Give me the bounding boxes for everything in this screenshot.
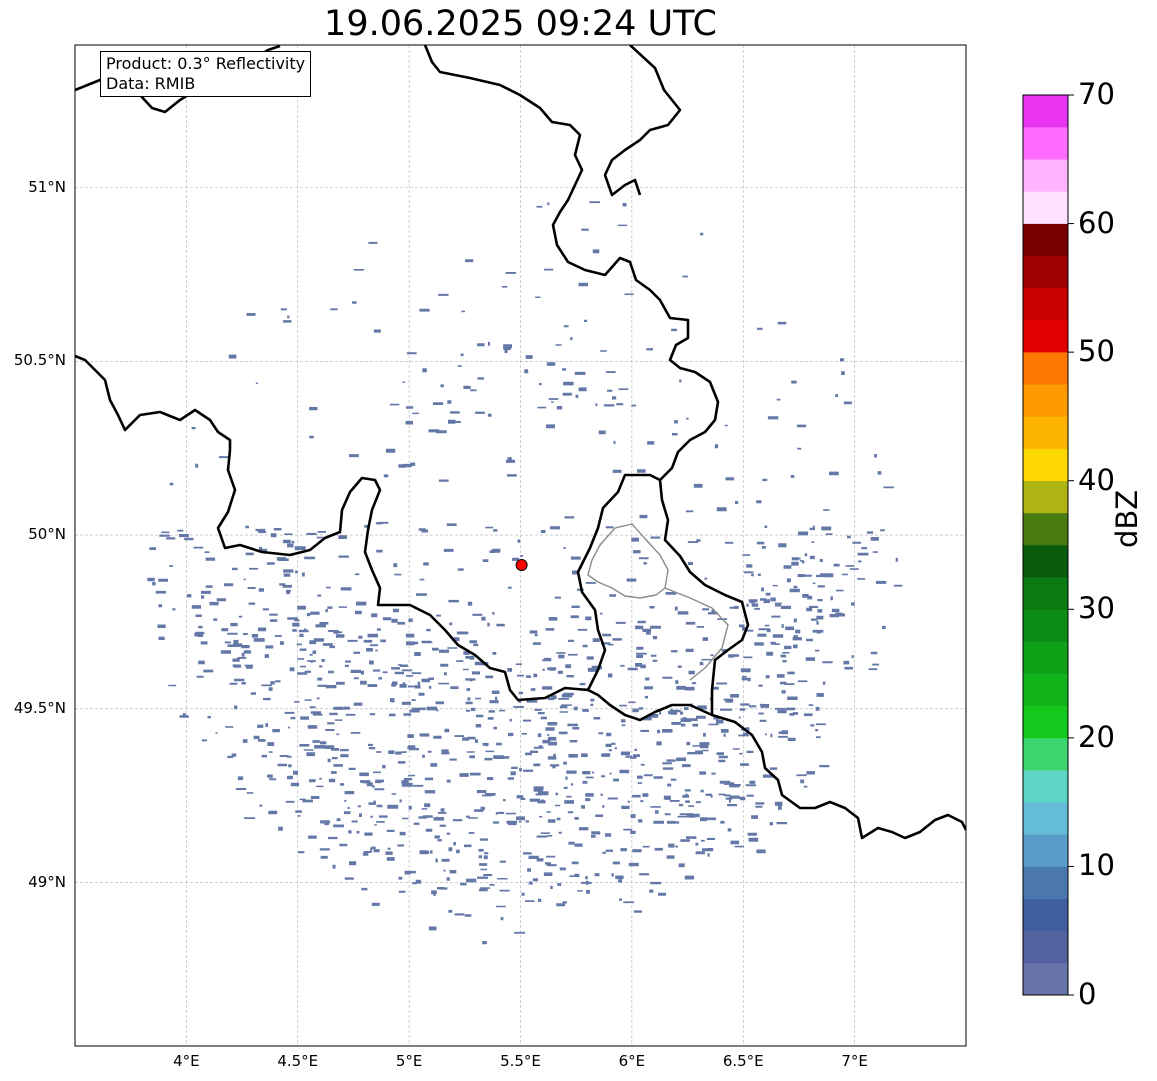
border-luxembourg-south bbox=[664, 587, 729, 681]
colorbar-segment bbox=[1023, 512, 1068, 546]
colorbar-segment bbox=[1023, 127, 1068, 160]
echo-pixels bbox=[147, 201, 903, 945]
lat-tick-label: 50.5°N bbox=[13, 351, 66, 370]
border-luxembourg-germany-inner bbox=[587, 523, 669, 599]
colorbar-segment bbox=[1023, 320, 1068, 353]
colorbar bbox=[1022, 94, 1074, 996]
lon-tick-label: 6°E bbox=[618, 1052, 646, 1070]
lon-tick-label: 5.5°E bbox=[500, 1052, 541, 1070]
colorbar-segment bbox=[1023, 705, 1068, 739]
colorbar-segment bbox=[1023, 352, 1068, 385]
colorbar-segment bbox=[1023, 641, 1068, 674]
colorbar-segment bbox=[1023, 898, 1068, 932]
colorbar-segment bbox=[1023, 191, 1068, 224]
colorbar-segment bbox=[1023, 834, 1068, 867]
lon-tick-label: 5°E bbox=[395, 1052, 423, 1070]
lon-tick-label: 4.5°E bbox=[277, 1052, 319, 1070]
colorbar-segment bbox=[1023, 962, 1068, 996]
border-netherlands-east bbox=[423, 45, 720, 481]
colorbar-segment bbox=[1023, 545, 1068, 578]
radar-site-marker[interactable] bbox=[515, 558, 528, 571]
colorbar-segment bbox=[1023, 609, 1068, 642]
colorbar-title: dBZ bbox=[1110, 489, 1144, 548]
colorbar-segment bbox=[1023, 930, 1068, 964]
colorbar-segment bbox=[1023, 223, 1068, 257]
colorbar-tick-label: 70 bbox=[1078, 77, 1115, 111]
border-belgium-luxembourg bbox=[75, 354, 661, 702]
colorbar-segment bbox=[1023, 577, 1068, 610]
colorbar-tick-label: 30 bbox=[1078, 591, 1115, 626]
product-label: Product: 0.3° Reflectivity bbox=[106, 54, 306, 73]
lon-tick-label: 7°E bbox=[841, 1052, 868, 1070]
colorbar-tick-label: 20 bbox=[1078, 719, 1115, 754]
lat-tick-label: 49°N bbox=[28, 872, 66, 891]
reflectivity-echoes bbox=[147, 201, 903, 945]
colorbar-segment bbox=[1023, 95, 1068, 128]
colorbar-segment bbox=[1023, 255, 1068, 289]
colorbar-segment bbox=[1023, 448, 1068, 482]
border-germany-luxembourg-east bbox=[587, 479, 750, 722]
map-frame bbox=[74, 44, 967, 1047]
colorbar-tick-label: 40 bbox=[1078, 462, 1115, 497]
colorbar-segment bbox=[1023, 770, 1068, 803]
colorbar-segment bbox=[1023, 416, 1068, 449]
lat-tick-label: 50°N bbox=[28, 525, 66, 544]
lat-tick-label: 51°N bbox=[28, 177, 66, 196]
colorbar-segment bbox=[1023, 159, 1068, 192]
border-france-germany bbox=[711, 713, 966, 840]
colorbar-tick-label: 0 bbox=[1078, 977, 1097, 1011]
colorbar-segment bbox=[1023, 673, 1068, 707]
graticule bbox=[75, 45, 966, 1046]
border-germany-north bbox=[603, 45, 682, 197]
data-source-label: Data: RMIB bbox=[106, 74, 196, 93]
map-title: 19.06.2025 09:24 UTC bbox=[324, 4, 717, 44]
colorbar-segment bbox=[1023, 737, 1068, 771]
lon-tick-label: 6.5°E bbox=[722, 1052, 764, 1070]
colorbar-segment bbox=[1023, 802, 1068, 835]
lon-tick-label: 4°E bbox=[173, 1052, 200, 1070]
colorbar-frame bbox=[1022, 94, 1069, 996]
colorbar-tick-label: 50 bbox=[1078, 334, 1115, 369]
colorbar-segment bbox=[1023, 866, 1068, 899]
lat-tick-label: 49.5°N bbox=[13, 698, 66, 717]
colorbar-segment bbox=[1023, 384, 1068, 417]
colorbar-tick-label: 10 bbox=[1078, 848, 1115, 883]
product-info-box: Product: 0.3° Reflectivity Data: RMIB bbox=[100, 51, 312, 97]
colorbar-segment bbox=[1023, 287, 1068, 321]
colorbar-tick-label: 60 bbox=[1078, 205, 1115, 240]
colorbar-segment bbox=[1023, 480, 1068, 514]
